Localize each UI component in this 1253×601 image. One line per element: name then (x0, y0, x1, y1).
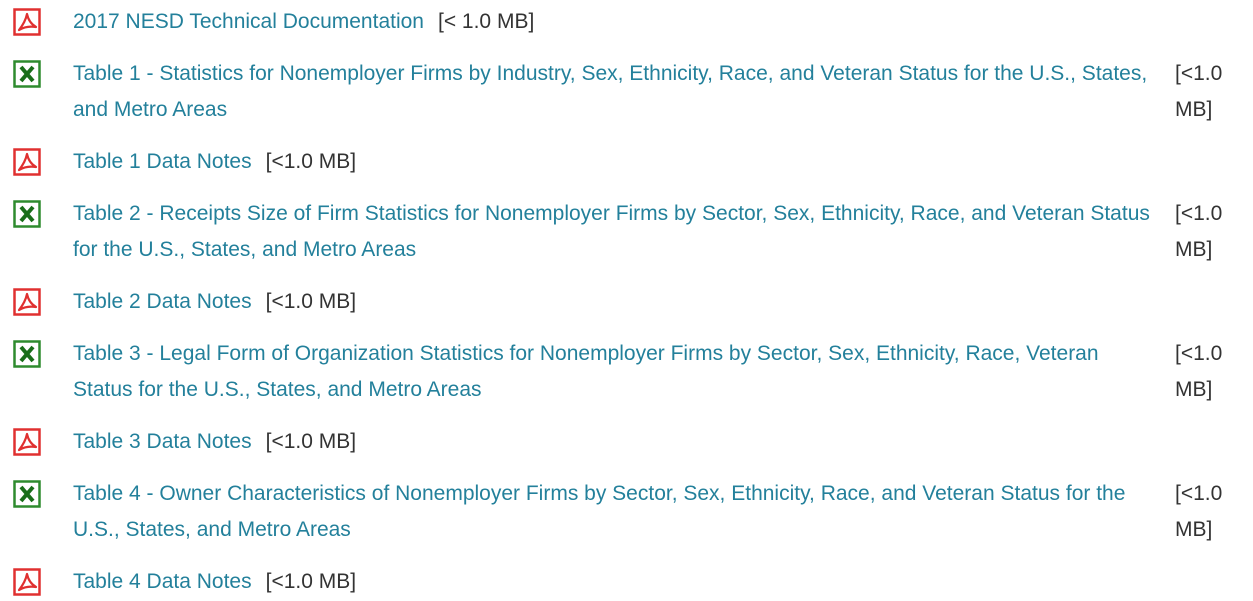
file-link[interactable]: Table 3 Data Notes (73, 430, 252, 453)
file-text: Table 2 - Receipts Size of Firm Statisti… (73, 196, 1231, 268)
file-link[interactable]: Table 2 - Receipts Size of Firm Statisti… (73, 202, 1150, 261)
file-link[interactable]: 2017 NESD Technical Documentation (73, 10, 424, 33)
file-text: Table 4 Data Notes [<1.0 MB] (73, 564, 356, 600)
file-item: Table 2 Data Notes [<1.0 MB] (0, 284, 1253, 320)
file-item: Table 2 - Receipts Size of Firm Statisti… (0, 196, 1253, 268)
excel-icon (13, 340, 41, 368)
file-link[interactable]: Table 1 Data Notes (73, 150, 252, 173)
file-link[interactable]: Table 4 Data Notes (73, 570, 252, 593)
file-link[interactable]: Table 4 - Owner Characteristics of Nonem… (73, 482, 1126, 541)
file-size: [<1.0 MB] (265, 150, 357, 173)
file-item: Table 4 Data Notes [<1.0 MB] (0, 564, 1253, 600)
file-text: Table 3 - Legal Form of Organization Sta… (73, 336, 1231, 408)
excel-icon (13, 200, 41, 228)
file-link[interactable]: Table 3 - Legal Form of Organization Sta… (73, 342, 1099, 401)
file-item: Table 3 Data Notes [<1.0 MB] (0, 424, 1253, 460)
file-link[interactable]: Table 2 Data Notes (73, 290, 252, 313)
pdf-icon (13, 288, 41, 316)
file-link[interactable]: Table 1 - Statistics for Nonemployer Fir… (73, 62, 1148, 121)
file-item: Table 3 - Legal Form of Organization Sta… (0, 336, 1253, 408)
file-size: [<1.0 MB] (1175, 482, 1223, 541)
pdf-icon (13, 148, 41, 176)
file-text: Table 2 Data Notes [<1.0 MB] (73, 284, 356, 320)
file-size: [<1.0 MB] (265, 290, 357, 313)
pdf-icon (13, 8, 41, 36)
file-size: [< 1.0 MB] (437, 10, 535, 33)
file-text: Table 1 - Statistics for Nonemployer Fir… (73, 56, 1231, 128)
file-text: Table 3 Data Notes [<1.0 MB] (73, 424, 356, 460)
file-size: [<1.0 MB] (265, 570, 357, 593)
file-item: Table 1 Data Notes [<1.0 MB] (0, 144, 1253, 180)
file-text: Table 4 - Owner Characteristics of Nonem… (73, 476, 1231, 548)
file-size: [<1.0 MB] (265, 430, 357, 453)
file-item: Table 4 - Owner Characteristics of Nonem… (0, 476, 1253, 548)
file-size: [<1.0 MB] (1175, 342, 1223, 401)
file-item: 2017 NESD Technical Documentation [< 1.0 … (0, 4, 1253, 40)
file-size: [<1.0 MB] (1175, 62, 1223, 121)
excel-icon (13, 480, 41, 508)
file-text: 2017 NESD Technical Documentation [< 1.0 … (73, 4, 534, 40)
pdf-icon (13, 428, 41, 456)
file-text: Table 1 Data Notes [<1.0 MB] (73, 144, 356, 180)
file-item: Table 1 - Statistics for Nonemployer Fir… (0, 56, 1253, 128)
file-size: [<1.0 MB] (1175, 202, 1223, 261)
pdf-icon (13, 568, 41, 596)
excel-icon (13, 60, 41, 88)
